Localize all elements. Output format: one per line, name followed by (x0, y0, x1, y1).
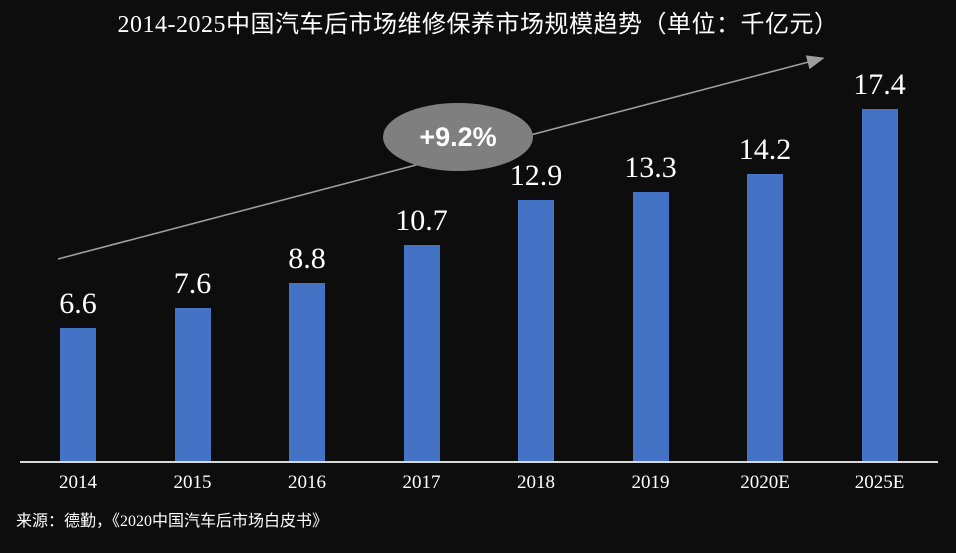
bar-value-label: 12.9 (509, 159, 563, 192)
bar (60, 328, 96, 462)
x-axis-label: 2016 (288, 472, 326, 493)
bar-value-label: 10.7 (395, 204, 448, 237)
x-axis-label: 2017 (402, 472, 441, 493)
bar (518, 200, 554, 462)
bar-value-label: 13.3 (624, 151, 677, 184)
x-axis-label: 2020E (740, 472, 790, 493)
bar-value-label: 17.4 (853, 68, 906, 101)
bar (289, 283, 325, 462)
bar (174, 308, 211, 462)
x-axis-label: 2015 (173, 472, 212, 493)
bar (632, 192, 669, 462)
growth-rate-label: +9.2% (419, 121, 497, 152)
chart-title: 2014-2025中国汽车后市场维修保养市场规模趋势（单位：千亿元） (117, 12, 839, 38)
x-axis-line (20, 461, 938, 463)
bar-value-label: 6.6 (59, 287, 97, 320)
bar (403, 245, 440, 462)
bar (747, 174, 783, 462)
bar-value-label: 14.2 (738, 133, 792, 166)
bar (861, 109, 898, 462)
growth-annotation-ellipse: +9.2% (383, 103, 533, 171)
source-note: 来源：德勤，《2020中国汽车后市场白皮书》 (16, 513, 329, 530)
bar-value-label: 8.8 (288, 242, 326, 275)
bar-value-label: 7.6 (173, 267, 212, 300)
x-axis-label: 2025E (854, 472, 905, 493)
x-axis-label: 2019 (631, 472, 670, 493)
x-axis-label: 2018 (517, 472, 555, 493)
x-axis-label: 2014 (59, 472, 97, 493)
